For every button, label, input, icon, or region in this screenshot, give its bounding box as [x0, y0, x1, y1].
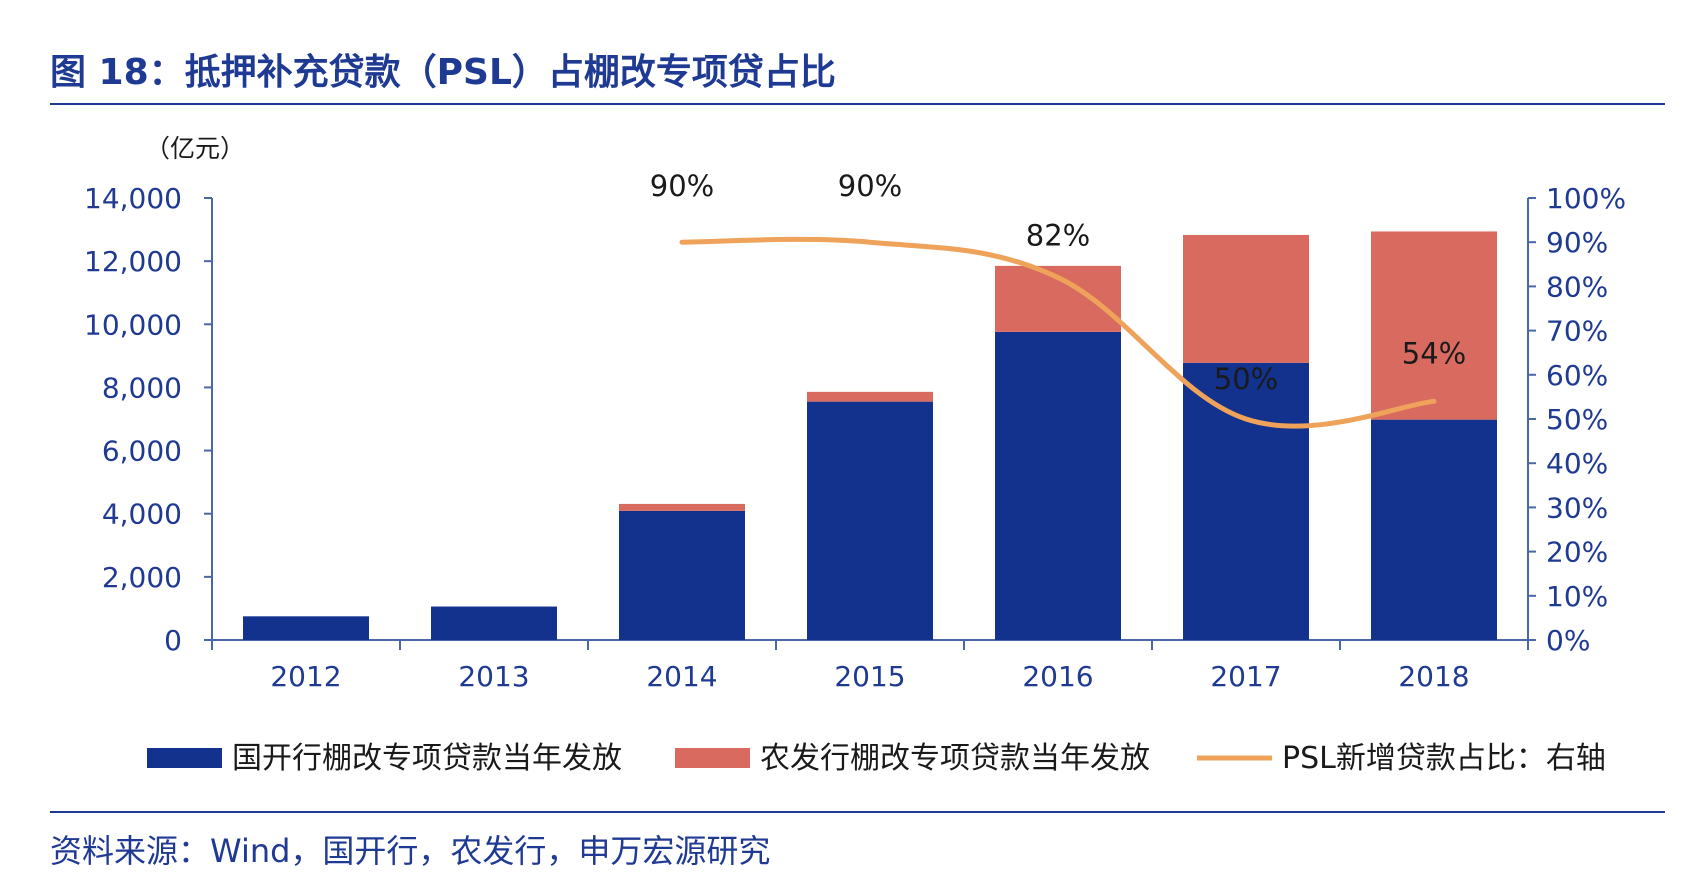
left-axis-tick-label: 14,000	[84, 182, 182, 215]
bar-adbc	[807, 391, 933, 402]
bar-cdb	[995, 331, 1121, 640]
bar-cdb	[807, 401, 933, 640]
bar-cdb	[1371, 419, 1497, 640]
plot-area: 0 2,000 4,000 6,000 8,000 10,000 12,000 14,000 0…	[84, 169, 1626, 693]
unit-label: （亿元）	[145, 134, 245, 163]
psl-data-label: 90%	[650, 169, 714, 203]
psl-data-label: 50%	[1214, 362, 1278, 396]
figure-title: 图 18：抵押补充贷款（PSL）占棚改专项贷占比	[50, 52, 836, 93]
left-axis-tick-label: 6,000	[102, 435, 182, 468]
legend-label-adbc: 农发行棚改专项贷款当年发放	[760, 741, 1150, 776]
legend-label-cdb: 国开行棚改专项贷款当年发放	[232, 741, 622, 776]
right-axis-tick-label: 90%	[1546, 226, 1608, 259]
psl-data-label: 54%	[1402, 336, 1466, 370]
right-axis-tick-label: 10%	[1546, 580, 1608, 613]
x-axis-tick-label: 2012	[270, 660, 341, 693]
source-note: 资料来源：Wind，国开行，农发行，申万宏源研究	[50, 832, 770, 870]
x-axis-tick-label: 2016	[1022, 660, 1093, 693]
right-axis-tick-label: 20%	[1546, 536, 1608, 569]
bar-cdb	[1183, 362, 1309, 640]
right-axis-tick-label: 40%	[1546, 447, 1608, 480]
psl-data-label: 82%	[1026, 219, 1090, 253]
bar-adbc	[1371, 231, 1497, 420]
right-axis-tick-label: 30%	[1546, 491, 1608, 524]
right-axis-tick-label: 50%	[1546, 403, 1608, 436]
bar-adbc	[619, 503, 745, 511]
x-axis-tick-label: 2013	[458, 660, 529, 693]
x-axis-tick-label: 2014	[646, 660, 717, 693]
right-axis-tick-label: 0%	[1546, 624, 1590, 657]
right-axis-tick-label: 60%	[1546, 359, 1608, 392]
left-axis-tick-label: 2,000	[102, 561, 182, 594]
x-axis-tick-label: 2015	[834, 660, 905, 693]
left-axis-tick-label: 8,000	[102, 371, 182, 404]
x-axis-tick-label: 2018	[1398, 660, 1469, 693]
right-axis-tick-label: 70%	[1546, 315, 1608, 348]
bar-cdb	[243, 616, 369, 640]
legend-label-psl: PSL新增贷款占比：右轴	[1282, 741, 1606, 776]
psl-ratio-line	[679, 236, 1437, 429]
x-axis-tick-label: 2017	[1210, 660, 1281, 693]
left-axis-tick-label: 0	[164, 624, 182, 657]
left-axis-tick-label: 12,000	[84, 245, 182, 278]
bar-adbc	[1183, 234, 1309, 363]
left-axis-tick-label: 10,000	[84, 308, 182, 341]
right-axis-tick-label: 80%	[1546, 270, 1608, 303]
right-axis-tick-label: 100%	[1546, 182, 1626, 215]
legend-swatch-cdb	[147, 748, 222, 768]
left-axis-tick-label: 4,000	[102, 498, 182, 531]
psl-data-label: 90%	[838, 169, 902, 203]
legend-swatch-adbc	[675, 748, 750, 768]
bar-cdb	[619, 510, 745, 640]
bar-cdb	[431, 606, 557, 640]
legend: 国开行棚改专项贷款当年发放 农发行棚改专项贷款当年发放 PSL新增贷款占比：右轴	[147, 741, 1606, 776]
